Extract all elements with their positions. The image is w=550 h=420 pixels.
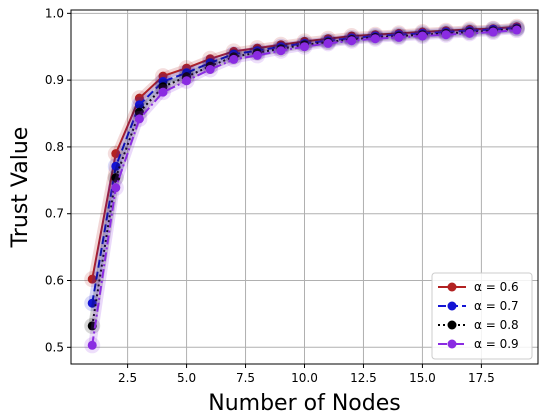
data-point [300, 42, 309, 52]
y-tick-label: 0.9 [45, 73, 64, 87]
data-point [134, 114, 144, 124]
data-point [111, 183, 121, 193]
data-point [87, 274, 97, 284]
legend-box [431, 272, 533, 360]
legend-marker [447, 301, 457, 311]
data-point [134, 107, 144, 117]
x-tick-label: 17.5 [468, 371, 495, 385]
legend-marker [447, 339, 457, 349]
y-tick-label: 1.0 [45, 6, 64, 20]
data-point [347, 36, 357, 46]
legend-entry-3: α = 0.8 [438, 318, 519, 332]
data-point [441, 30, 451, 40]
axis-ticks: 2.5 5.0 7.5 10.0 12.5 15.0 17.5 0.5 0.6 0.7 0.8 0.9… [45, 6, 495, 385]
x-tick-label: 7.5 [236, 371, 255, 385]
y-tick-label: 0.6 [45, 274, 64, 288]
data-point [111, 161, 121, 171]
data-point [111, 173, 121, 183]
legend: α = 0.6 α = 0.7 α = 0.8 α = 0.9 [431, 272, 533, 360]
data-point [465, 28, 475, 38]
legend-marker [447, 320, 457, 330]
data-point [512, 25, 522, 35]
y-tick-label: 0.5 [45, 340, 64, 354]
legend-entry-1: α = 0.6 [438, 280, 519, 294]
data-point [158, 87, 168, 97]
x-axis-label: Number of Nodes [208, 391, 400, 416]
legend-label: α = 0.7 [474, 299, 519, 313]
legend-entry-2: α = 0.7 [438, 299, 519, 313]
data-point [417, 31, 427, 41]
x-tick-label: 10.0 [291, 371, 318, 385]
data-point [182, 76, 192, 86]
x-tick-label: 15.0 [409, 371, 436, 385]
y-tick-label: 0.8 [45, 140, 64, 154]
data-point [87, 340, 97, 350]
x-tick-label: 2.5 [118, 371, 137, 385]
series-lines [84, 18, 525, 354]
data-point [323, 38, 333, 48]
legend-marker [447, 282, 457, 292]
data-point [111, 149, 121, 159]
data-point [276, 46, 286, 56]
data-point [370, 34, 380, 44]
grid-lines [71, 10, 538, 364]
legend-entry-4: α = 0.9 [438, 337, 519, 351]
series-4 [84, 22, 525, 354]
legend-label: α = 0.8 [474, 318, 519, 332]
data-point [488, 27, 498, 37]
data-point [205, 64, 215, 74]
data-point [134, 93, 144, 103]
x-tick-label: 12.5 [350, 371, 377, 385]
x-tick-label: 5.0 [177, 371, 196, 385]
y-tick-label: 0.7 [45, 207, 64, 221]
data-point [252, 50, 262, 60]
data-point [134, 100, 144, 110]
legend-label: α = 0.9 [474, 337, 519, 351]
data-point [394, 32, 404, 42]
data-point [229, 54, 239, 64]
legend-label: α = 0.6 [474, 280, 519, 294]
y-axis-label: Trust Value [8, 127, 33, 249]
